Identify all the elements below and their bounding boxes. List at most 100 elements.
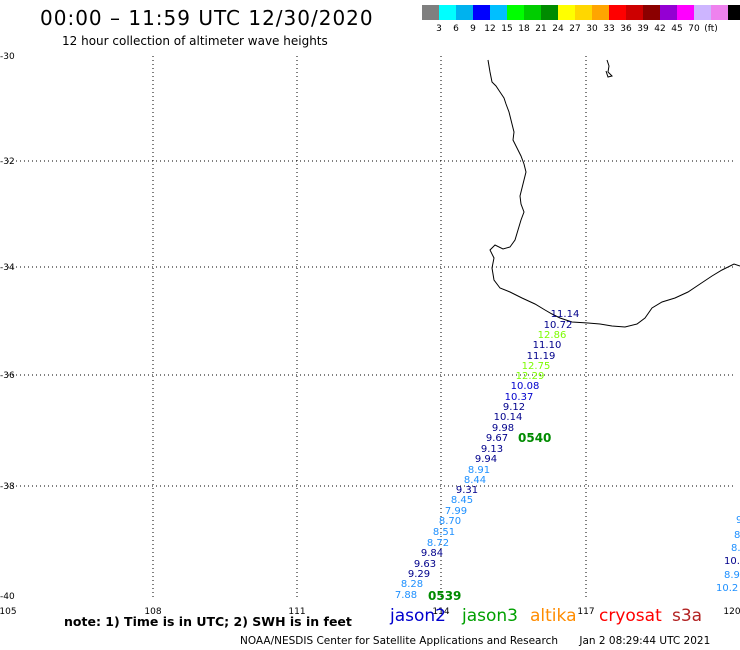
coastline-western-australia bbox=[487, 59, 740, 328]
color-swatch bbox=[677, 5, 694, 20]
color-swatch bbox=[473, 5, 490, 20]
wave-height-value: 8.45 bbox=[451, 495, 473, 506]
latitude-label: -30 bbox=[0, 52, 15, 62]
color-swatch bbox=[490, 5, 507, 20]
color-swatch bbox=[575, 5, 592, 20]
wave-height-value: 12.29 bbox=[516, 371, 545, 382]
color-swatch bbox=[558, 5, 575, 20]
wave-height-value: 12.86 bbox=[538, 330, 567, 341]
color-scale-labels: 3 6 9 12 15 18 21 24 27 30 33 36 39 42 45 70 (ft) bbox=[422, 24, 740, 38]
color-swatch bbox=[660, 5, 677, 20]
pass-time-label: 0539 bbox=[428, 589, 461, 603]
legend-note: note: 1) Time is in UTC; 2) SWH is in fe… bbox=[64, 614, 352, 629]
wave-height-value: 9.67 bbox=[486, 433, 508, 444]
color-scale-tick: 24 bbox=[552, 24, 564, 34]
wave-height-value: 8. bbox=[731, 543, 740, 554]
wave-height-value: 11.14 bbox=[551, 309, 580, 320]
satellite-track: 11.1410.7212.8611.1011.1912.7512.2910.08… bbox=[395, 309, 740, 603]
color-scale-tick: 70 bbox=[688, 24, 700, 34]
wave-height-value: 10.08 bbox=[511, 381, 540, 392]
wave-height-value: 8.70 bbox=[439, 516, 461, 527]
color-scale-tick: 39 bbox=[637, 24, 649, 34]
page-title: 00:00 – 11:59 UTC 12/30/2020 bbox=[40, 6, 374, 30]
wave-height-value: 10.14 bbox=[494, 412, 523, 423]
wave-height-value: 10.72 bbox=[544, 320, 573, 331]
wave-height-value: 12.75 bbox=[522, 361, 551, 372]
wave-height-value: 8.91 bbox=[468, 465, 490, 476]
page-subtitle: 12 hour collection of altimeter wave hei… bbox=[62, 34, 328, 48]
color-scale-tick: 6 bbox=[453, 24, 459, 34]
latitude-label: -32 bbox=[0, 157, 15, 167]
longitude-label: 105 bbox=[0, 607, 17, 617]
wave-height-value: 8.44 bbox=[464, 475, 486, 486]
color-scale-tick: 30 bbox=[586, 24, 598, 34]
color-swatch bbox=[609, 5, 626, 20]
wave-height-value: 7.88 bbox=[395, 590, 417, 601]
longitude-label: 120 bbox=[723, 607, 740, 617]
color-scale-tick: 33 bbox=[603, 24, 615, 34]
longitude-label: 114 bbox=[432, 607, 449, 617]
coastline bbox=[487, 59, 740, 328]
wave-height-value: 8.72 bbox=[427, 538, 449, 549]
color-scale-tick: 18 bbox=[518, 24, 530, 34]
latitude-label: -38 bbox=[0, 482, 15, 492]
footer-credit: NOAA/NESDIS Center for Satellite Applica… bbox=[240, 635, 558, 647]
wave-height-value: 9.12 bbox=[503, 402, 525, 413]
longitude-label: 117 bbox=[577, 607, 594, 617]
longitude-label: 108 bbox=[144, 607, 161, 617]
color-swatch bbox=[439, 5, 456, 20]
pass-time-label: 0540 bbox=[518, 431, 551, 445]
satellite-legend-altika: altika bbox=[530, 606, 577, 626]
wave-height-value: 8.51 bbox=[433, 527, 455, 538]
wave-height-value: 11.10 bbox=[533, 340, 562, 351]
color-scale-tick: (ft) bbox=[704, 24, 718, 34]
color-scale-tick: 9 bbox=[470, 24, 476, 34]
color-swatch bbox=[524, 5, 541, 20]
wave-height-value: 9.98 bbox=[492, 423, 514, 434]
footer: NOAA/NESDIS Center for Satellite Applica… bbox=[240, 635, 710, 647]
color-scale-tick: 12 bbox=[484, 24, 496, 34]
color-swatch bbox=[711, 5, 728, 20]
color-scale-tick: 36 bbox=[620, 24, 632, 34]
wave-height-value: 10.37 bbox=[505, 392, 534, 403]
color-swatch bbox=[422, 5, 439, 20]
wave-height-value: 9.13 bbox=[481, 444, 503, 455]
color-scale-swatches bbox=[422, 5, 740, 20]
latitude-label: -36 bbox=[0, 371, 15, 381]
wave-height-value: 9.84 bbox=[421, 548, 443, 559]
color-scale-tick: 45 bbox=[671, 24, 683, 34]
wave-height-value: 9.63 bbox=[414, 559, 436, 570]
wave-height-value: 8 bbox=[734, 530, 740, 541]
coastline-island bbox=[605, 59, 613, 78]
wave-height-value: 9.29 bbox=[408, 569, 430, 580]
color-swatch bbox=[643, 5, 660, 20]
wave-height-value: 8.28 bbox=[401, 579, 423, 590]
color-swatch bbox=[541, 5, 558, 20]
footer-timestamp: Jan 2 08:29:44 UTC 2021 bbox=[579, 635, 711, 647]
wave-height-value: 9.94 bbox=[475, 454, 497, 465]
wave-height-value: 9 bbox=[736, 515, 740, 526]
color-scale-tick: 27 bbox=[569, 24, 581, 34]
satellite-legend-jason2: jason2 bbox=[390, 606, 446, 626]
satellite-legend-s3a: s3a bbox=[672, 606, 703, 626]
color-swatch bbox=[694, 5, 711, 20]
color-swatch bbox=[592, 5, 609, 20]
color-scale-tick: 15 bbox=[501, 24, 513, 34]
latitude-label: -40 bbox=[0, 592, 15, 602]
wave-height-value: 9.31 bbox=[456, 485, 478, 496]
color-swatch bbox=[507, 5, 524, 20]
wave-height-value: 10.2 bbox=[716, 583, 738, 594]
satellite-legend-jason3: jason3 bbox=[462, 606, 518, 626]
wave-height-value: 8.9 bbox=[724, 570, 740, 581]
color-scale-tick: 3 bbox=[436, 24, 442, 34]
wave-height-value: 11.19 bbox=[527, 351, 556, 362]
color-scale-tick: 42 bbox=[654, 24, 666, 34]
color-scale: 3 6 9 12 15 18 21 24 27 30 33 36 39 42 45 70 (ft) bbox=[422, 5, 740, 34]
color-swatch bbox=[626, 5, 643, 20]
satellite-legend-cryosat: cryosat bbox=[599, 606, 662, 626]
axis-labels: 105 108 111 114 117 120 -30 -32 -34 -36 -38 -40 bbox=[0, 52, 740, 617]
longitude-label: 111 bbox=[288, 607, 305, 617]
wave-height-value: 10. bbox=[724, 556, 740, 567]
wave-height-value: 7.99 bbox=[445, 506, 467, 517]
